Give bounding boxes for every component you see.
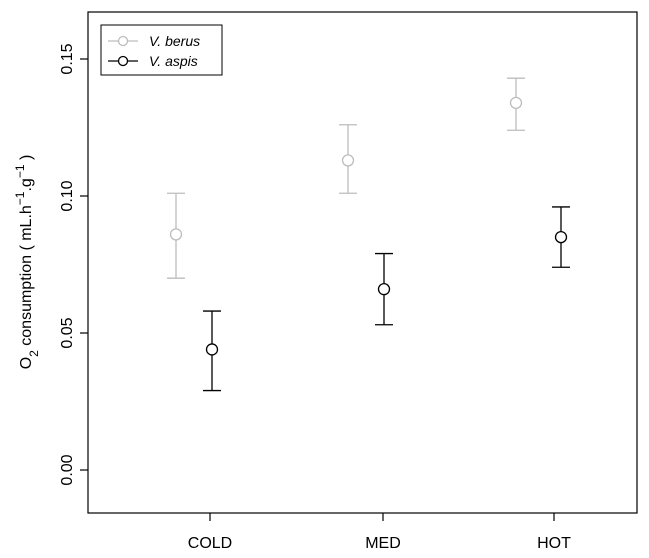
x-axis: COLD MED HOT: [188, 513, 571, 552]
plot-frame: [87, 11, 638, 514]
legend-marker-aspis: [117, 55, 129, 67]
data-point: [205, 343, 219, 356]
legend-label-berus: V. berus: [149, 33, 200, 49]
legend-box: [100, 24, 223, 76]
series-berus: [167, 77, 525, 279]
legend: V. berus V. aspis: [100, 24, 223, 76]
x-tick-label: MED: [365, 535, 401, 552]
y-axis: 0.00 0.05 0.10 0.15: [59, 43, 88, 486]
series-aspis: [203, 206, 570, 392]
legend-item-aspis: V. aspis: [108, 53, 198, 69]
y-tick-label: 0.15: [59, 43, 76, 74]
data-marks: [167, 77, 570, 392]
legend-item-berus: V. berus: [108, 33, 200, 49]
y-tick-label: 0.05: [59, 317, 76, 348]
legend-label-aspis: V. aspis: [149, 53, 198, 69]
data-point: [341, 154, 355, 167]
data-point: [377, 283, 391, 296]
data-point: [509, 96, 523, 109]
data-point: [169, 228, 183, 241]
legend-marker-berus: [117, 35, 129, 47]
x-tick-label: HOT: [537, 535, 571, 552]
data-point: [554, 230, 568, 244]
y-axis-label: O2 consumption ( mL.h−1.g−1 ): [13, 155, 41, 370]
x-tick-label: COLD: [188, 535, 232, 552]
y-tick-label: 0.10: [59, 180, 76, 211]
y-tick-label: 0.00: [59, 454, 76, 485]
